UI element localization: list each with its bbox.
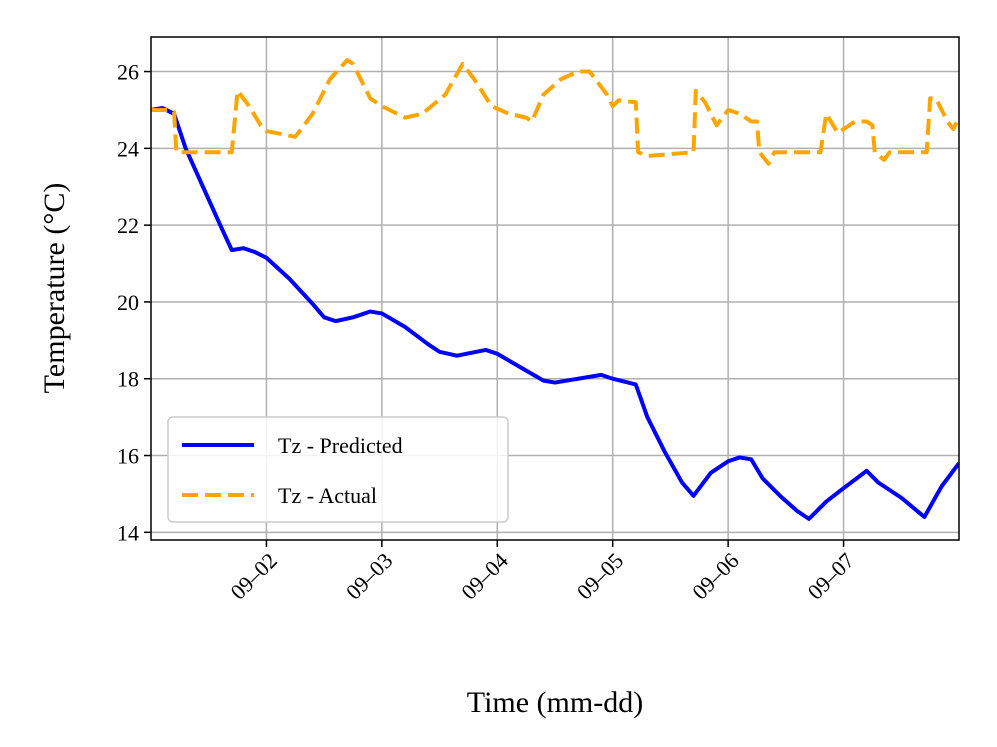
y-tick-label: 20 (117, 290, 139, 315)
legend-label: Tz - Predicted (278, 433, 403, 458)
line-series (151, 106, 959, 521)
y-axis-label: Temperature (°C) (38, 183, 71, 394)
y-tick-label: 14 (117, 520, 139, 545)
y-tick-label: 24 (117, 136, 139, 161)
plot-frame (150, 36, 960, 541)
x-tick-label: 09–06 (687, 548, 744, 605)
y-tick-label: 18 (117, 367, 139, 392)
x-tick-label: 09–02 (225, 548, 282, 605)
y-tick-label: 16 (117, 444, 139, 469)
plot-lines (151, 58, 959, 521)
legend-label: Tz - Actual (278, 483, 377, 508)
x-tick-label: 09–07 (803, 548, 860, 605)
y-tick-label: 22 (117, 213, 139, 238)
x-axis-label: Time (mm-dd) (467, 686, 643, 719)
x-tick-label: 09–03 (341, 548, 398, 605)
line-series (151, 58, 959, 166)
x-tick-label: 09–04 (456, 548, 513, 605)
x-tick-label: 09–05 (572, 548, 629, 605)
y-tick-label: 26 (117, 60, 139, 85)
